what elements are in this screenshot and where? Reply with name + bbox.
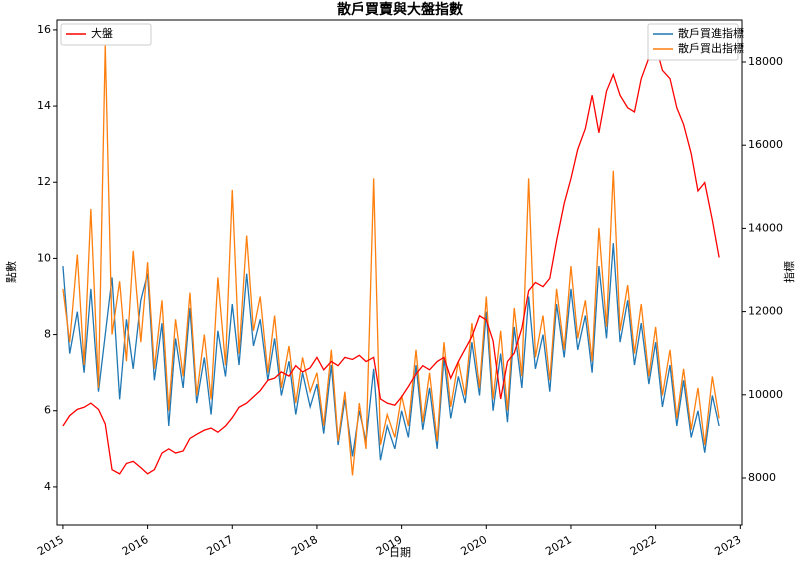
y2-tick-label: 12000 — [748, 305, 783, 318]
series-line — [62, 45, 720, 476]
x-tick-label: 2021 — [543, 533, 574, 558]
y2-tick-label: 10000 — [748, 388, 783, 401]
x-tick-label: 2023 — [713, 533, 744, 558]
x-tick-label: 2018 — [289, 533, 320, 558]
x-tick-label: 2022 — [628, 533, 659, 558]
legend-box — [60, 23, 152, 46]
plot-frame — [56, 19, 743, 526]
legend-label: 散戶買進指標 — [678, 26, 744, 40]
series-line — [62, 243, 720, 461]
y-tick-label: 10 — [37, 251, 51, 264]
x-tick-label: 2017 — [205, 533, 236, 558]
y2-tick-label: 18000 — [748, 55, 783, 68]
x-tick-label: 2015 — [35, 533, 66, 558]
legend-label: 大盤 — [91, 26, 113, 40]
y-tick-label: 16 — [37, 23, 51, 36]
y-tick-label: 8 — [44, 328, 51, 341]
x-axis-label: 日期 — [389, 546, 411, 559]
y-tick-label: 6 — [44, 404, 51, 417]
legend: 大盤 — [60, 23, 152, 46]
x-tick-label: 2016 — [120, 533, 151, 558]
x-tick-label: 2020 — [459, 533, 490, 558]
y-tick-label: 4 — [44, 480, 51, 493]
chart-title: 散戶買賣與大盤指數 — [337, 1, 463, 18]
y2-axis-label: 指標 — [782, 261, 796, 283]
series-line — [62, 43, 720, 475]
y-axis-label: 點數 — [5, 261, 18, 283]
legend-label: 散戶買出指標 — [678, 41, 744, 55]
legend-box — [647, 23, 739, 61]
y-tick-label: 12 — [37, 175, 51, 188]
y2-tick-label: 8000 — [748, 471, 776, 484]
y-tick-label: 14 — [37, 99, 51, 112]
y2-tick-label: 16000 — [748, 138, 783, 151]
y2-tick-label: 14000 — [748, 221, 783, 234]
